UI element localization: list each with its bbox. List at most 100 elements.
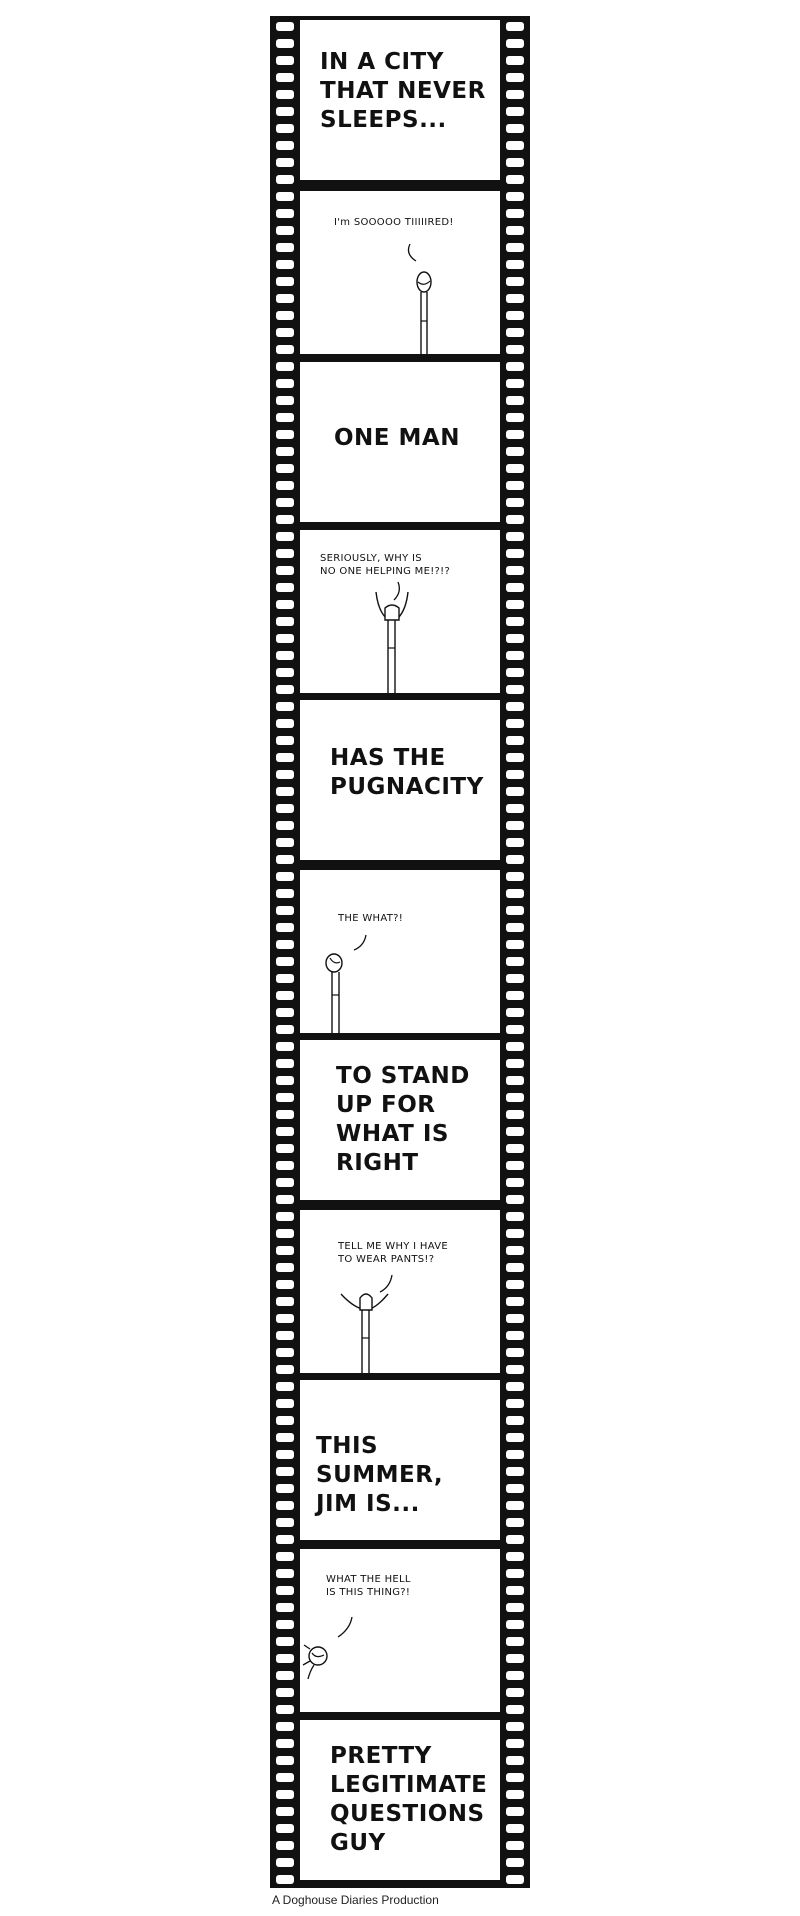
panel-4-speech: SERIOUSLY, WHY IS NO ONE HELPING ME!?!? <box>320 553 451 577</box>
sprocket-hole-left <box>276 1195 294 1204</box>
sprocket-hole-left <box>276 243 294 252</box>
panel-11: PRETTY LEGITIMATE QUESTIONS GUY <box>300 1720 500 1880</box>
sprocket-hole-right <box>506 1654 524 1663</box>
sprocket-hole-right <box>506 1773 524 1782</box>
sprocket-hole-right <box>506 821 524 830</box>
panel-4: SERIOUSLY, WHY IS NO ONE HELPING ME!?!? <box>300 530 500 693</box>
panel-7-title: TO STAND UP FOR WHAT IS RIGHT <box>336 1063 470 1176</box>
sprocket-hole-left <box>276 1348 294 1357</box>
sprocket-hole-right <box>506 600 524 609</box>
sprocket-hole-left <box>276 1722 294 1731</box>
panel-5: HAS THE PUGNACITY <box>300 700 500 860</box>
sprocket-hole-left <box>276 1314 294 1323</box>
panel-2: I'm SOOOOO TIIIIIRED! <box>300 191 500 354</box>
sprocket-hole-left <box>276 430 294 439</box>
sprocket-hole-left <box>276 702 294 711</box>
panel-3: ONE MAN <box>300 362 500 522</box>
sprocket-hole-right <box>506 1076 524 1085</box>
sprocket-hole-left <box>276 906 294 915</box>
sprocket-hole-right <box>506 1688 524 1697</box>
sprocket-hole-left <box>276 1178 294 1187</box>
sprocket-hole-left <box>276 617 294 626</box>
sprocket-hole-right <box>506 413 524 422</box>
sprocket-hole-right <box>506 787 524 796</box>
sprocket-hole-left <box>276 1790 294 1799</box>
panel-3-title: ONE MAN <box>334 425 460 451</box>
sprocket-hole-right <box>506 583 524 592</box>
sprocket-hole-left <box>276 821 294 830</box>
credit-line: A Doghouse Diaries Production <box>272 1893 439 1907</box>
sprocket-hole-left <box>276 1824 294 1833</box>
sprocket-hole-right <box>506 73 524 82</box>
sprocket-hole-right <box>506 702 524 711</box>
sprocket-hole-left <box>276 1807 294 1816</box>
sprocket-hole-left <box>276 668 294 677</box>
panel-10-speech: WHAT THE HELL IS THIS THING?! <box>326 1574 411 1598</box>
panel-1: IN A CITY THAT NEVER SLEEPS... <box>300 20 500 180</box>
sprocket-hole-left <box>276 1433 294 1442</box>
sprocket-hole-left <box>276 1841 294 1850</box>
panel-9-title: THIS SUMMER, JIM IS... <box>316 1433 444 1517</box>
sprocket-hole-left <box>276 192 294 201</box>
sprocket-hole-left <box>276 1110 294 1119</box>
sprocket-hole-left <box>276 923 294 932</box>
sprocket-hole-right <box>506 719 524 728</box>
sprocket-hole-left <box>276 90 294 99</box>
stick-figure <box>407 243 432 354</box>
sprocket-hole-left <box>276 1161 294 1170</box>
sprocket-hole-right <box>506 1705 524 1714</box>
sprocket-hole-left <box>276 379 294 388</box>
sprocket-hole-left <box>276 294 294 303</box>
sprocket-hole-right <box>506 22 524 31</box>
sprocket-hole-left <box>276 1025 294 1034</box>
sprocket-hole-right <box>506 396 524 405</box>
sprocket-hole-right <box>506 260 524 269</box>
sprocket-hole-right <box>506 90 524 99</box>
sprocket-hole-right <box>506 515 524 524</box>
sprocket-hole-right <box>506 1433 524 1442</box>
sprocket-hole-left <box>276 328 294 337</box>
sprocket-hole-left <box>276 209 294 218</box>
sprocket-hole-right <box>506 1280 524 1289</box>
sprocket-hole-left <box>276 498 294 507</box>
sprocket-hole-right <box>506 362 524 371</box>
sprocket-hole-left <box>276 1246 294 1255</box>
sprocket-hole-left <box>276 1212 294 1221</box>
sprocket-hole-left <box>276 1603 294 1612</box>
sprocket-hole-right <box>506 464 524 473</box>
sprocket-hole-left <box>276 1076 294 1085</box>
sprocket-hole-left <box>276 1093 294 1102</box>
sprocket-hole-right <box>506 532 524 541</box>
sprocket-hole-right <box>506 685 524 694</box>
sprocket-hole-left <box>276 124 294 133</box>
sprocket-hole-right <box>506 1467 524 1476</box>
sprocket-hole-left <box>276 1382 294 1391</box>
sprocket-hole-right <box>506 804 524 813</box>
sprocket-hole-right <box>506 1331 524 1340</box>
sprocket-hole-left <box>276 940 294 949</box>
sprocket-hole-left <box>276 991 294 1000</box>
sprocket-hole-right <box>506 226 524 235</box>
sprocket-hole-left <box>276 1399 294 1408</box>
sprocket-hole-right <box>506 1144 524 1153</box>
sprocket-hole-left <box>276 719 294 728</box>
sprocket-hole-right <box>506 906 524 915</box>
sprocket-hole-left <box>276 1569 294 1578</box>
sprocket-hole-right <box>506 56 524 65</box>
sprocket-hole-right <box>506 294 524 303</box>
sprocket-hole-left <box>276 481 294 490</box>
sprocket-hole-left <box>276 1059 294 1068</box>
sprocket-hole-left <box>276 1297 294 1306</box>
sprocket-hole-right <box>506 1671 524 1680</box>
sprocket-hole-right <box>506 1552 524 1561</box>
sprocket-hole-left <box>276 447 294 456</box>
sprocket-hole-right <box>506 1858 524 1867</box>
sprocket-hole-left <box>276 56 294 65</box>
sprocket-hole-left <box>276 1127 294 1136</box>
sprocket-hole-left <box>276 634 294 643</box>
sprocket-hole-right <box>506 634 524 643</box>
sprocket-hole-left <box>276 260 294 269</box>
sprocket-hole-left <box>276 1654 294 1663</box>
sprocket-hole-right <box>506 175 524 184</box>
